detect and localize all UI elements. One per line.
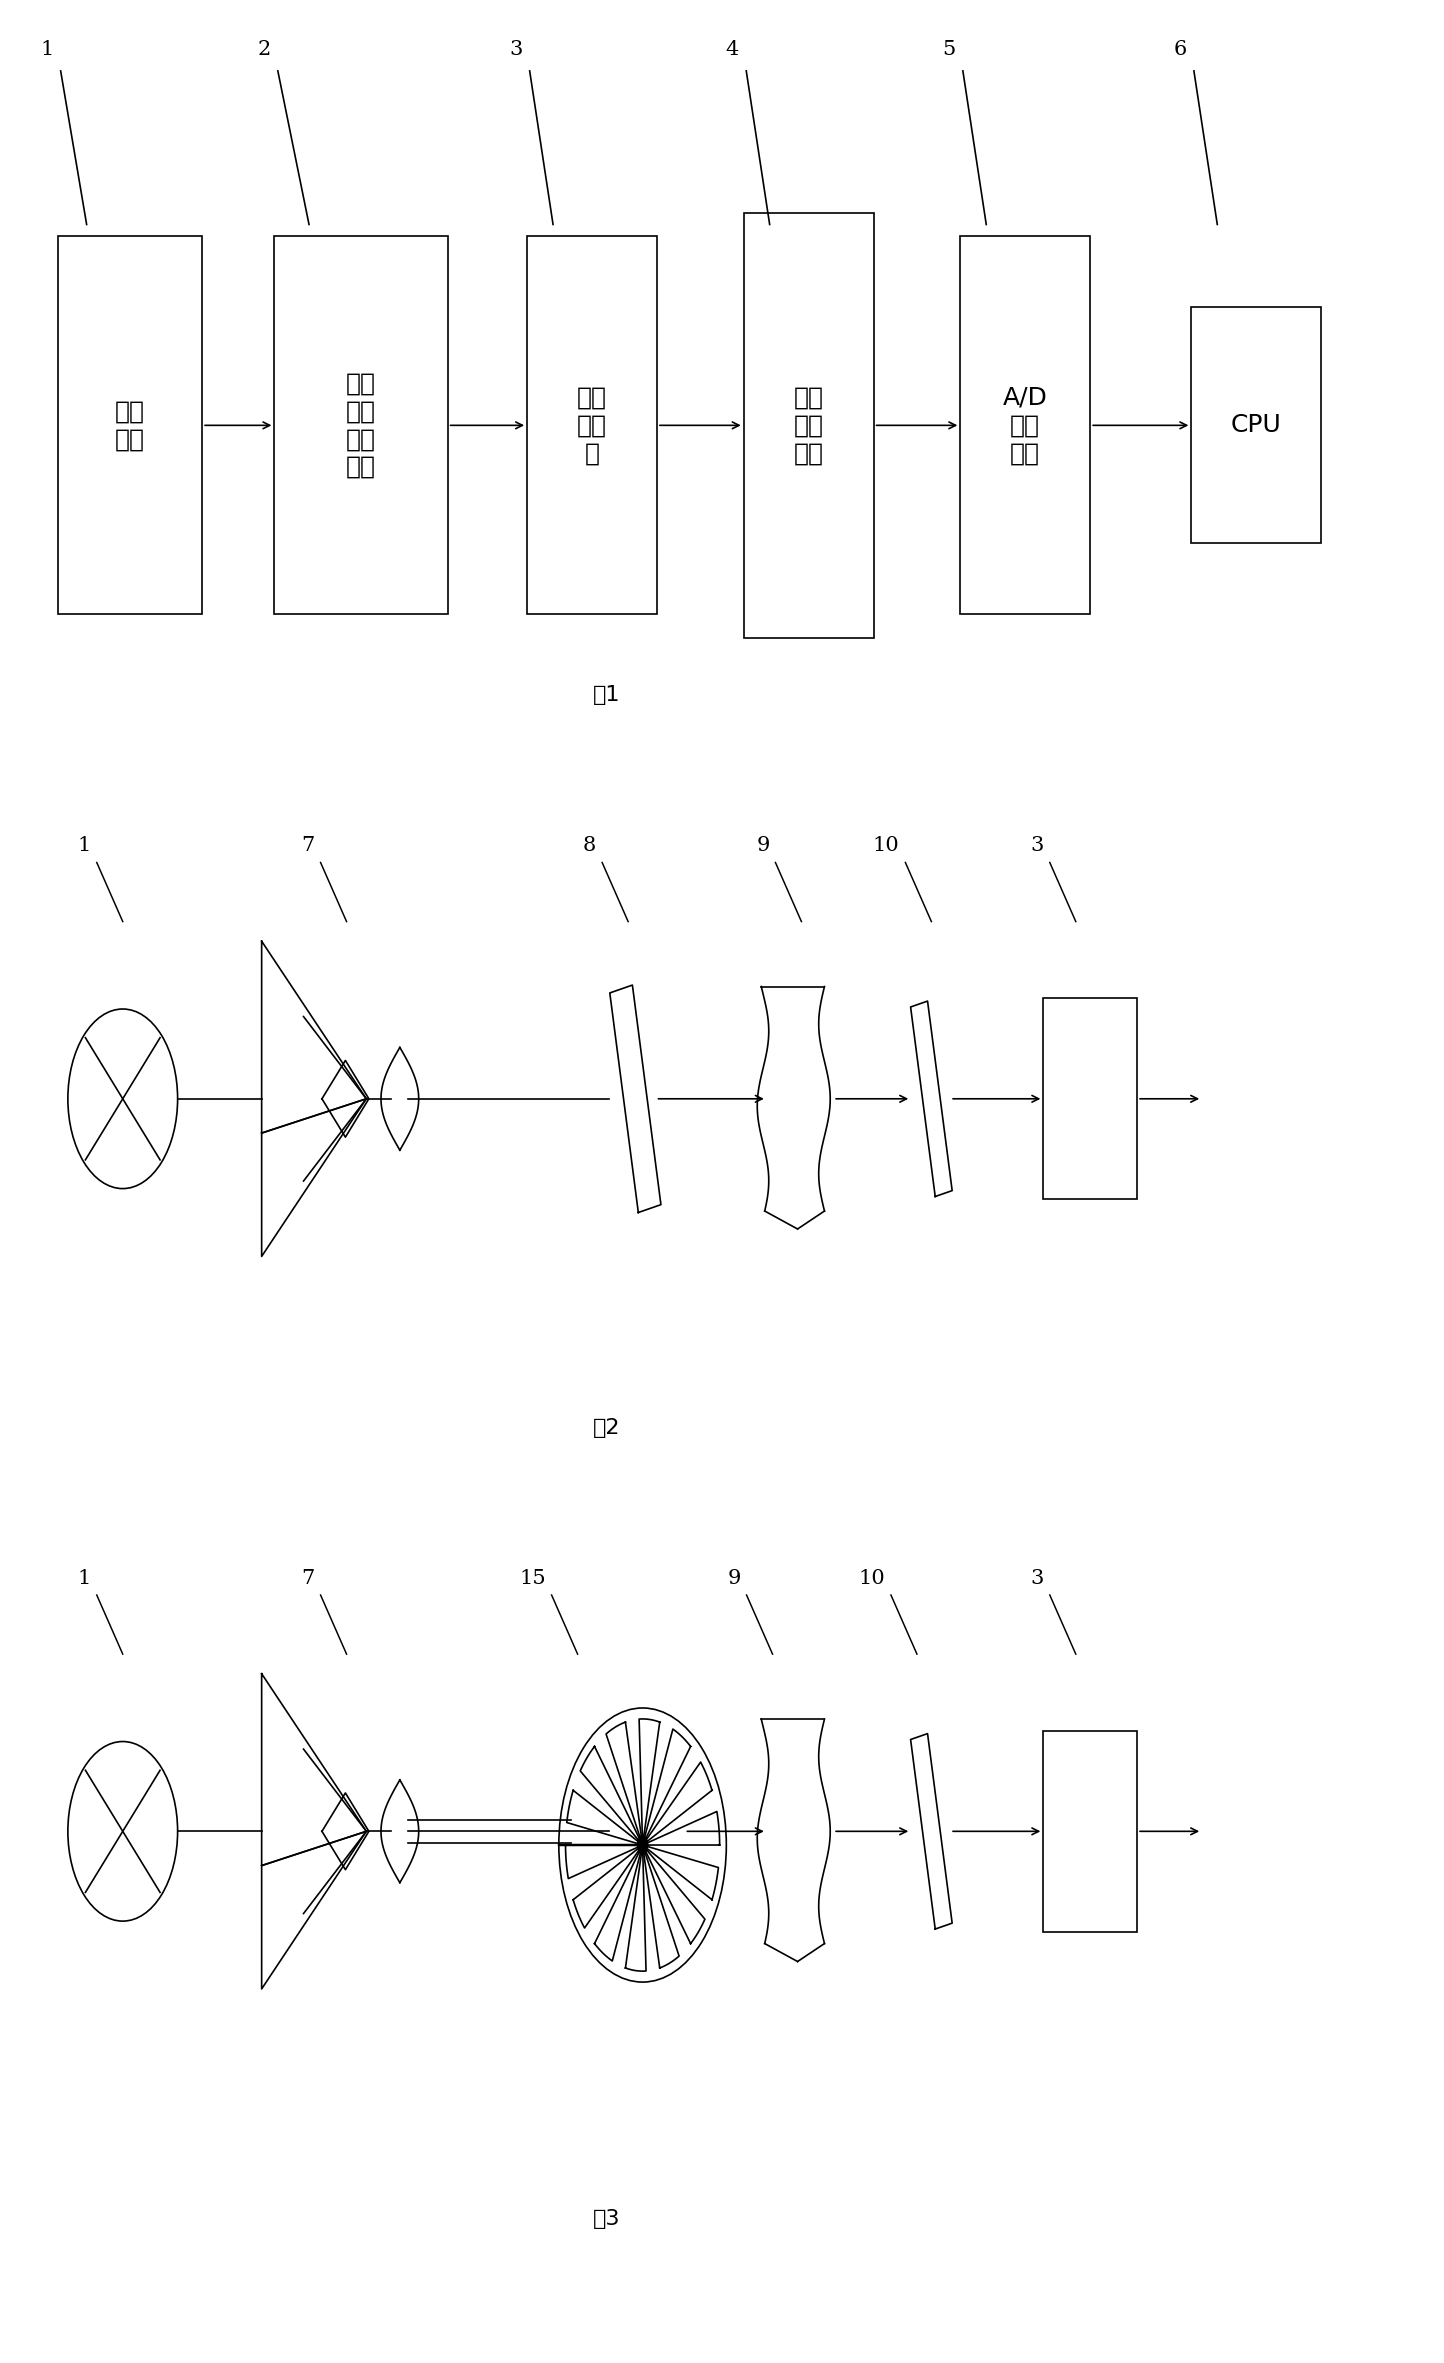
Bar: [274, 236, 448, 614]
Text: 1: 1: [78, 837, 91, 855]
Text: 1: 1: [40, 40, 53, 59]
Text: 分光
装置
及其
光路: 分光 装置 及其 光路: [347, 371, 375, 480]
Text: 1: 1: [78, 1569, 91, 1588]
Text: 光敏
传感
器: 光敏 传感 器: [578, 385, 606, 466]
Bar: [744, 213, 874, 638]
Bar: [1191, 307, 1321, 543]
Text: 4: 4: [726, 40, 739, 59]
Text: 2: 2: [257, 40, 270, 59]
Text: 图1: 图1: [592, 685, 621, 704]
Text: 3: 3: [1031, 837, 1044, 855]
Text: A/D
转换
模块: A/D 转换 模块: [1002, 385, 1048, 466]
Polygon shape: [911, 1002, 952, 1196]
Text: 宽带
光源: 宽带 光源: [116, 399, 144, 451]
Bar: [1043, 997, 1138, 1198]
Text: CPU: CPU: [1230, 414, 1282, 437]
Text: 9: 9: [757, 837, 770, 855]
Polygon shape: [609, 985, 661, 1212]
Text: 10: 10: [872, 837, 900, 855]
Text: 5: 5: [943, 40, 956, 59]
Bar: [58, 236, 202, 614]
Text: 9: 9: [728, 1569, 741, 1588]
Bar: [1043, 1730, 1138, 1933]
Bar: [527, 236, 657, 614]
Text: 3: 3: [510, 40, 523, 59]
Text: 15: 15: [520, 1569, 546, 1588]
Text: 模拟
检测
通道: 模拟 检测 通道: [794, 385, 823, 466]
Text: 图3: 图3: [592, 2209, 621, 2228]
Text: 图2: 图2: [592, 1418, 621, 1437]
Text: 7: 7: [302, 837, 315, 855]
Text: 3: 3: [1031, 1569, 1044, 1588]
Text: 7: 7: [302, 1569, 315, 1588]
Bar: [960, 236, 1090, 614]
Text: 8: 8: [583, 837, 596, 855]
Text: 10: 10: [858, 1569, 885, 1588]
Polygon shape: [911, 1734, 952, 1928]
Circle shape: [638, 1836, 647, 1853]
Text: 6: 6: [1174, 40, 1187, 59]
